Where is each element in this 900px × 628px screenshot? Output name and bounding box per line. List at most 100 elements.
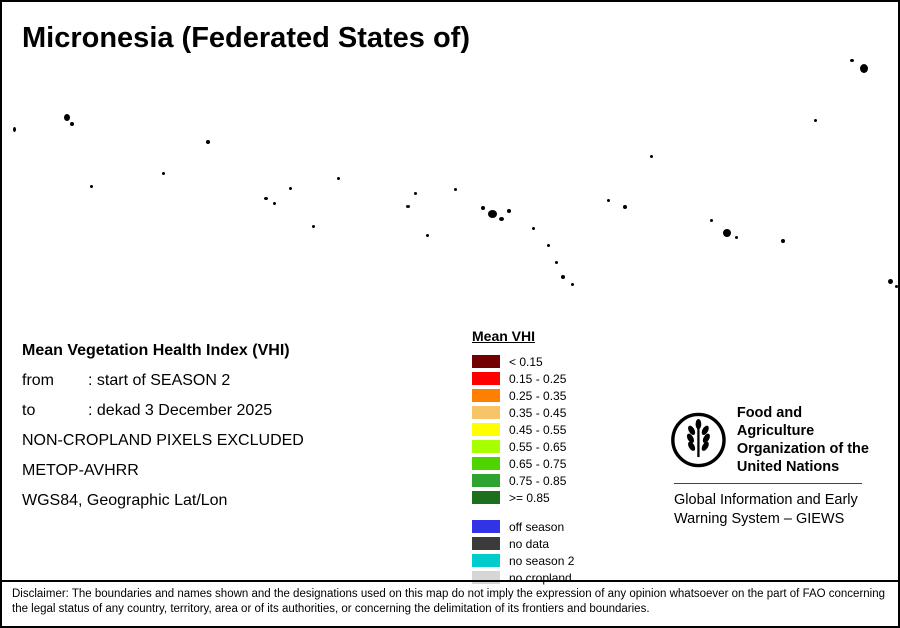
legend-label: no data — [509, 536, 550, 551]
vhi-heading: Mean Vegetation Health Index (VHI) — [22, 342, 290, 359]
island-dot — [273, 202, 276, 205]
legend-label: no season 2 — [509, 553, 575, 568]
legend-swatch — [472, 406, 500, 419]
island-dot — [623, 205, 627, 209]
island-dot — [426, 234, 429, 237]
to-line: to : dekad 3 December 2025 — [22, 396, 304, 426]
island-dot — [481, 206, 485, 210]
island-dot — [888, 279, 893, 284]
legend-row: < 0.15 — [472, 353, 574, 370]
from-line: from : start of SEASON 2 — [22, 366, 304, 396]
legend-label: 0.15 - 0.25 — [509, 371, 567, 386]
island-dot — [70, 122, 74, 126]
island-dot — [312, 225, 315, 228]
legend-swatch — [472, 457, 500, 470]
island-dot — [414, 192, 417, 195]
island-dot — [337, 177, 340, 180]
legend-row: 0.55 - 0.65 — [472, 438, 574, 455]
sensor-note: METOP-AVHRR — [22, 462, 139, 479]
legend-row: off season — [472, 518, 574, 535]
legend-swatch — [472, 372, 500, 385]
fao-name-line-3: United Nations — [736, 459, 840, 475]
island-dot — [895, 285, 898, 288]
legend-swatch — [472, 423, 500, 436]
legend-swatch — [472, 491, 500, 504]
legend-label: 0.35 - 0.45 — [509, 405, 567, 420]
island-dot — [781, 239, 785, 243]
legend-swatch — [472, 554, 500, 567]
projection-note: WGS84, Geographic Lat/Lon — [22, 492, 228, 509]
from-value: : start of SEASON 2 — [88, 372, 231, 389]
island-dot — [454, 188, 457, 191]
island-dot — [64, 114, 70, 121]
map-info-block: Mean Vegetation Health Index (VHI) from:… — [22, 336, 304, 516]
island-dot — [90, 185, 93, 188]
legend-swatch — [472, 474, 500, 487]
legend-row: no data — [472, 535, 574, 552]
giews-label: Global Information and Early Warning Sys… — [674, 492, 858, 527]
legend-label: 0.75 - 0.85 — [509, 473, 567, 488]
island-dot — [571, 283, 574, 286]
legend-label: 0.65 - 0.75 — [509, 456, 567, 471]
legend-title: Mean VHI — [472, 328, 536, 344]
island-dot — [735, 236, 738, 239]
island-dot — [532, 227, 535, 230]
from-label: from — [22, 372, 54, 389]
fao-name-line-2: Organization of the — [736, 441, 869, 457]
island-dot — [607, 199, 610, 202]
legend-swatch — [472, 440, 500, 453]
legend-row: 0.65 - 0.75 — [472, 455, 574, 472]
legend-swatch — [472, 355, 500, 368]
island-dot — [289, 187, 292, 190]
legend-swatch — [472, 571, 500, 584]
fao-divider — [674, 483, 862, 484]
vhi-legend: Mean VHI < 0.15 0.15 - 0.25 0.25 - 0.35 0.3… — [472, 328, 574, 586]
legend-label: 0.25 - 0.35 — [509, 388, 567, 403]
legend-label: < 0.15 — [509, 354, 543, 369]
island-dot — [499, 217, 504, 221]
legend-row: 0.25 - 0.35 — [472, 387, 574, 404]
island-dot — [547, 244, 550, 247]
legend-row: 0.45 - 0.55 — [472, 421, 574, 438]
disclaimer-text: Disclaimer: The boundaries and names sho… — [12, 588, 886, 615]
to-value: : dekad 3 December 2025 — [88, 402, 273, 419]
fao-name-line-1: Food and Agriculture — [736, 405, 815, 439]
legend-swatch — [472, 520, 500, 533]
legend-label: >= 0.85 — [509, 490, 550, 505]
legend-class-list: < 0.15 0.15 - 0.25 0.25 - 0.35 0.35 - 0.45 0… — [472, 353, 574, 506]
island-dot — [814, 119, 817, 122]
to-label: to — [22, 402, 36, 419]
legend-extra-list: off season no data no season 2 no cropland — [472, 518, 574, 586]
legend-label: 0.45 - 0.55 — [509, 422, 567, 437]
disclaimer-divider — [2, 580, 898, 582]
island-dot — [488, 210, 497, 218]
legend-swatch — [472, 389, 500, 402]
island-dot — [264, 197, 268, 200]
island-dot — [206, 140, 210, 144]
island-dot — [860, 64, 868, 73]
legend-row: 0.15 - 0.25 — [472, 370, 574, 387]
island-dot — [850, 59, 854, 62]
island-dot — [723, 229, 731, 237]
island-dot — [406, 205, 410, 208]
fao-block: Food and Agriculture Organization of the… — [670, 404, 880, 476]
island-dot — [13, 127, 16, 132]
island-dot — [162, 172, 165, 175]
island-dot — [555, 261, 558, 264]
legend-row: no cropland — [472, 569, 574, 586]
legend-label: 0.55 - 0.65 — [509, 439, 567, 454]
legend-swatch — [472, 537, 500, 550]
page-title: Micronesia (Federated States of) — [22, 22, 470, 54]
noncropland-note: NON-CROPLAND PIXELS EXCLUDED — [22, 432, 304, 449]
island-dot — [710, 219, 713, 222]
legend-row: no season 2 — [472, 552, 574, 569]
fao-logo — [671, 412, 726, 468]
legend-row: 0.75 - 0.85 — [472, 472, 574, 489]
island-dot — [561, 275, 565, 279]
legend-label: no cropland — [509, 570, 572, 585]
island-dot — [507, 209, 511, 213]
legend-row: >= 0.85 — [472, 489, 574, 506]
legend-row: 0.35 - 0.45 — [472, 404, 574, 421]
